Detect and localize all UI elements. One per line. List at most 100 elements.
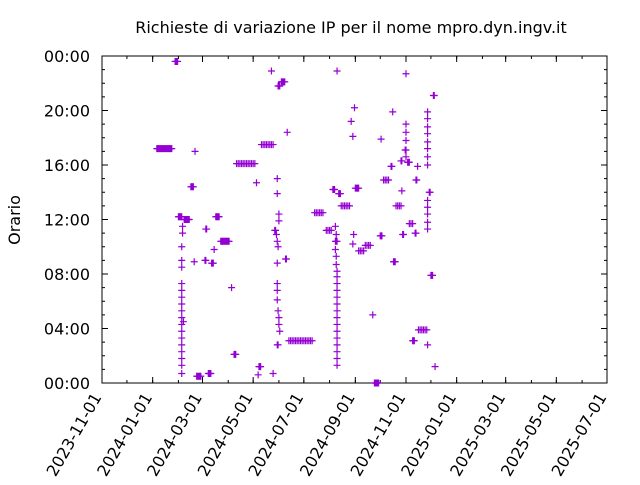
data-point xyxy=(273,237,281,245)
data-point xyxy=(385,176,393,184)
data-point xyxy=(272,230,280,238)
data-point xyxy=(333,280,341,288)
y-tick-label: 20:00 xyxy=(44,102,90,121)
data-point xyxy=(228,284,236,292)
data-point xyxy=(178,263,186,271)
data-point xyxy=(202,256,210,264)
data-point xyxy=(331,186,339,194)
data-point xyxy=(327,226,335,234)
data-point xyxy=(215,213,223,221)
data-point xyxy=(424,123,432,131)
data-point xyxy=(375,379,383,387)
data-point xyxy=(414,162,422,170)
data-point xyxy=(424,210,432,218)
data-point xyxy=(319,209,327,217)
data-point xyxy=(332,230,340,238)
data-point xyxy=(276,327,284,335)
data-point xyxy=(178,341,186,349)
data-point xyxy=(349,132,357,140)
data-point xyxy=(274,243,282,251)
data-point xyxy=(400,230,408,238)
data-point xyxy=(378,232,386,240)
data-point xyxy=(369,311,377,319)
data-point xyxy=(189,183,197,191)
data-point xyxy=(398,187,406,195)
data-point xyxy=(424,138,432,146)
data-point xyxy=(178,354,186,362)
data-point xyxy=(281,78,289,86)
data-point xyxy=(257,363,265,371)
data-point xyxy=(210,245,218,253)
data-point xyxy=(333,327,341,335)
data-point xyxy=(178,369,186,377)
data-point xyxy=(332,260,340,268)
data-point xyxy=(402,146,410,154)
data-point xyxy=(275,210,283,218)
data-point xyxy=(423,326,431,334)
data-point xyxy=(402,128,410,136)
data-point xyxy=(178,327,186,335)
data-point xyxy=(275,314,283,322)
data-point xyxy=(178,280,186,288)
y-tick-label: 12:00 xyxy=(44,211,90,230)
data-point xyxy=(402,153,410,161)
data-point xyxy=(346,202,354,210)
data-point xyxy=(178,256,186,264)
data-point xyxy=(424,196,432,204)
y-tick-label: 00:00 xyxy=(44,47,90,66)
data-point xyxy=(424,225,432,233)
data-point xyxy=(333,334,341,342)
data-point xyxy=(391,258,399,266)
data-point xyxy=(197,372,205,380)
data-point xyxy=(424,203,432,211)
data-point xyxy=(273,190,281,198)
data-point xyxy=(424,130,432,138)
data-point xyxy=(174,57,182,65)
x-ticks: 2023-11-012024-01-012024-03-012024-05-01… xyxy=(43,56,610,480)
data-point xyxy=(333,354,341,362)
data-point xyxy=(347,117,355,125)
data-point xyxy=(397,202,405,210)
data-point xyxy=(269,369,277,377)
data-point xyxy=(282,255,290,263)
data-point xyxy=(191,147,199,155)
data-point xyxy=(333,320,341,328)
data-point xyxy=(410,337,418,345)
data-point xyxy=(366,241,374,249)
data-point xyxy=(275,217,283,225)
data-point xyxy=(332,252,340,260)
data-point xyxy=(179,229,187,237)
y-tick-label: 04:00 xyxy=(44,320,90,339)
data-point xyxy=(190,258,198,266)
data-point xyxy=(355,184,363,192)
y-tick-label: 00:00 xyxy=(44,374,90,393)
data-point xyxy=(333,307,341,315)
data-point xyxy=(308,337,316,345)
data-point xyxy=(424,161,432,169)
data-point xyxy=(273,296,281,304)
data-point xyxy=(350,230,358,238)
data-point xyxy=(402,70,410,78)
data-points xyxy=(153,57,439,387)
data-point xyxy=(274,341,282,349)
data-point xyxy=(388,162,396,170)
data-point xyxy=(360,247,368,255)
data-point xyxy=(333,273,341,281)
data-point xyxy=(273,259,281,267)
data-point xyxy=(333,314,341,322)
data-point xyxy=(178,334,186,342)
data-point xyxy=(207,369,215,377)
data-point xyxy=(178,293,186,301)
chart-title: Richieste di variazione IP per il nome m… xyxy=(135,18,567,37)
data-point xyxy=(273,280,281,288)
data-point xyxy=(209,259,217,267)
data-point xyxy=(283,128,291,136)
data-point xyxy=(254,371,262,379)
data-point xyxy=(179,222,187,230)
data-point xyxy=(351,104,358,112)
data-point xyxy=(203,225,211,233)
data-point xyxy=(424,145,432,153)
data-point xyxy=(333,293,341,301)
data-point xyxy=(178,314,186,322)
